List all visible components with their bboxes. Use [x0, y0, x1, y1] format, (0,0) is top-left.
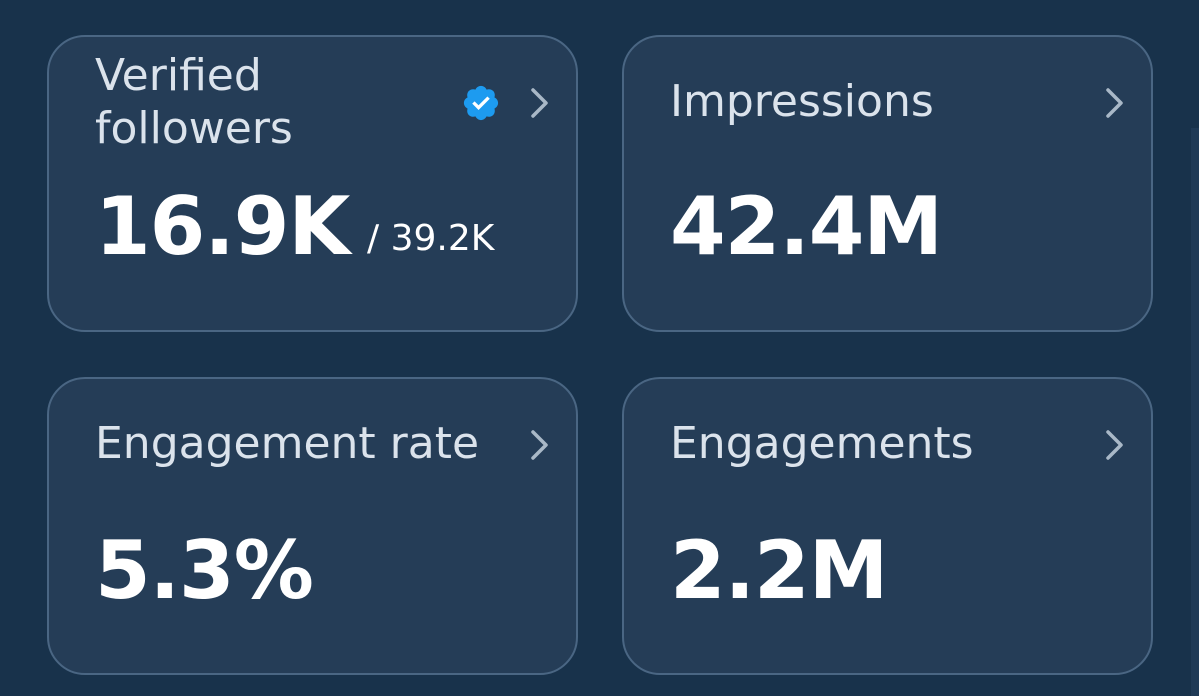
chevron-right-icon[interactable] — [1099, 425, 1129, 465]
verified-followers-label: Verified followers — [95, 49, 293, 155]
scrollbar[interactable] — [1191, 128, 1199, 696]
verified-badge-icon — [463, 85, 499, 121]
engagement-rate-label: Engagement rate — [95, 418, 480, 469]
engagement-rate-value: 5.3% — [95, 524, 314, 617]
engagements-value: 2.2M — [670, 524, 888, 617]
chevron-right-icon[interactable] — [524, 83, 554, 123]
verified-followers-card[interactable]: Verified followers 16.9K / 39.2K — [47, 35, 578, 332]
impressions-value: 42.4M — [670, 180, 943, 273]
chevron-right-icon[interactable] — [1099, 83, 1129, 123]
engagements-card[interactable]: Engagements 2.2M — [622, 377, 1153, 675]
engagement-rate-card[interactable]: Engagement rate 5.3% — [47, 377, 578, 675]
total-followers-value: / 39.2K — [367, 218, 495, 259]
verified-followers-label-line2: followers — [95, 103, 293, 154]
engagements-label: Engagements — [670, 418, 974, 469]
chevron-right-icon[interactable] — [524, 425, 554, 465]
impressions-label: Impressions — [670, 76, 934, 127]
verified-followers-label-line1: Verified — [95, 50, 262, 101]
impressions-card[interactable]: Impressions 42.4M — [622, 35, 1153, 332]
verified-followers-value: 16.9K — [95, 180, 350, 273]
